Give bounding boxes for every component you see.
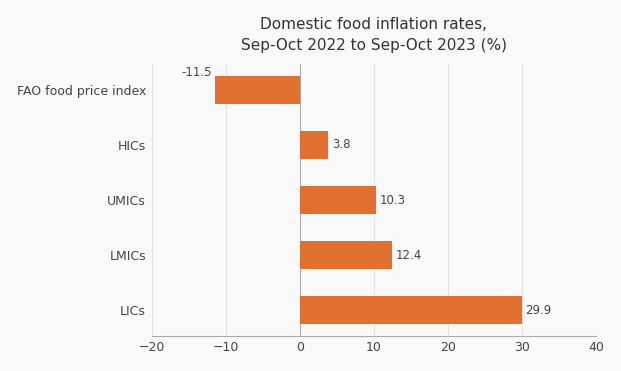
Bar [215,76,300,104]
Bar [300,296,522,324]
Text: 12.4: 12.4 [396,249,422,262]
Text: 29.9: 29.9 [525,304,551,317]
Text: -11.5: -11.5 [181,66,212,79]
Bar [300,131,328,159]
Bar [300,186,376,214]
Title: Domestic food inflation rates,
Sep-Oct 2022 to Sep-Oct 2023 (%): Domestic food inflation rates, Sep-Oct 2… [241,17,507,53]
Text: 3.8: 3.8 [332,138,350,151]
Bar [300,242,392,269]
Text: 10.3: 10.3 [380,194,406,207]
